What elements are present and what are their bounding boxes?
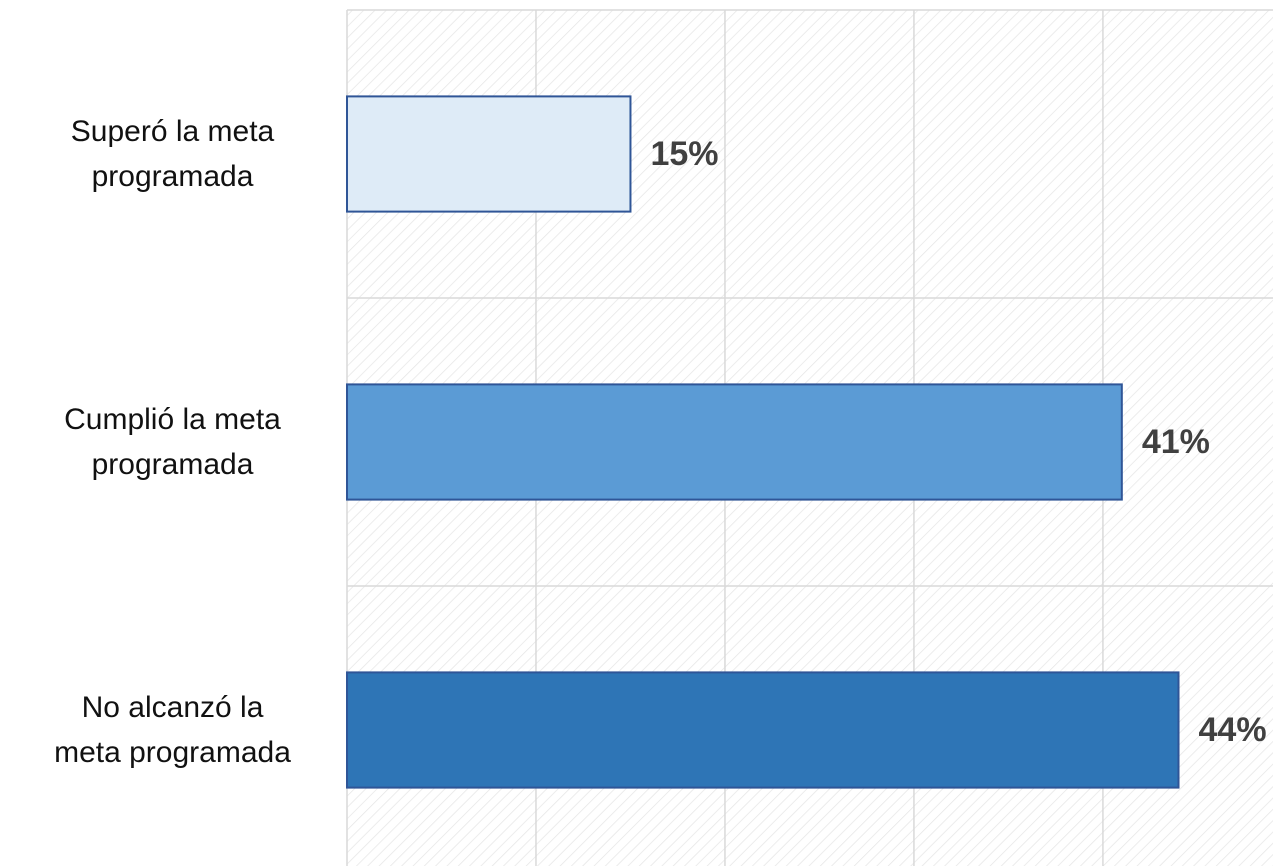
category-label: No alcanzó la meta programada: [54, 691, 291, 769]
bar: [346, 671, 1180, 789]
value-label: 44%: [1199, 711, 1267, 749]
bar: [346, 95, 632, 213]
value-label: 41%: [1142, 423, 1210, 461]
category-label: Cumplió la meta programada: [64, 403, 281, 481]
bar: [346, 383, 1123, 501]
value-label: 15%: [650, 135, 718, 173]
category-label: Superó la meta programada: [70, 115, 275, 193]
